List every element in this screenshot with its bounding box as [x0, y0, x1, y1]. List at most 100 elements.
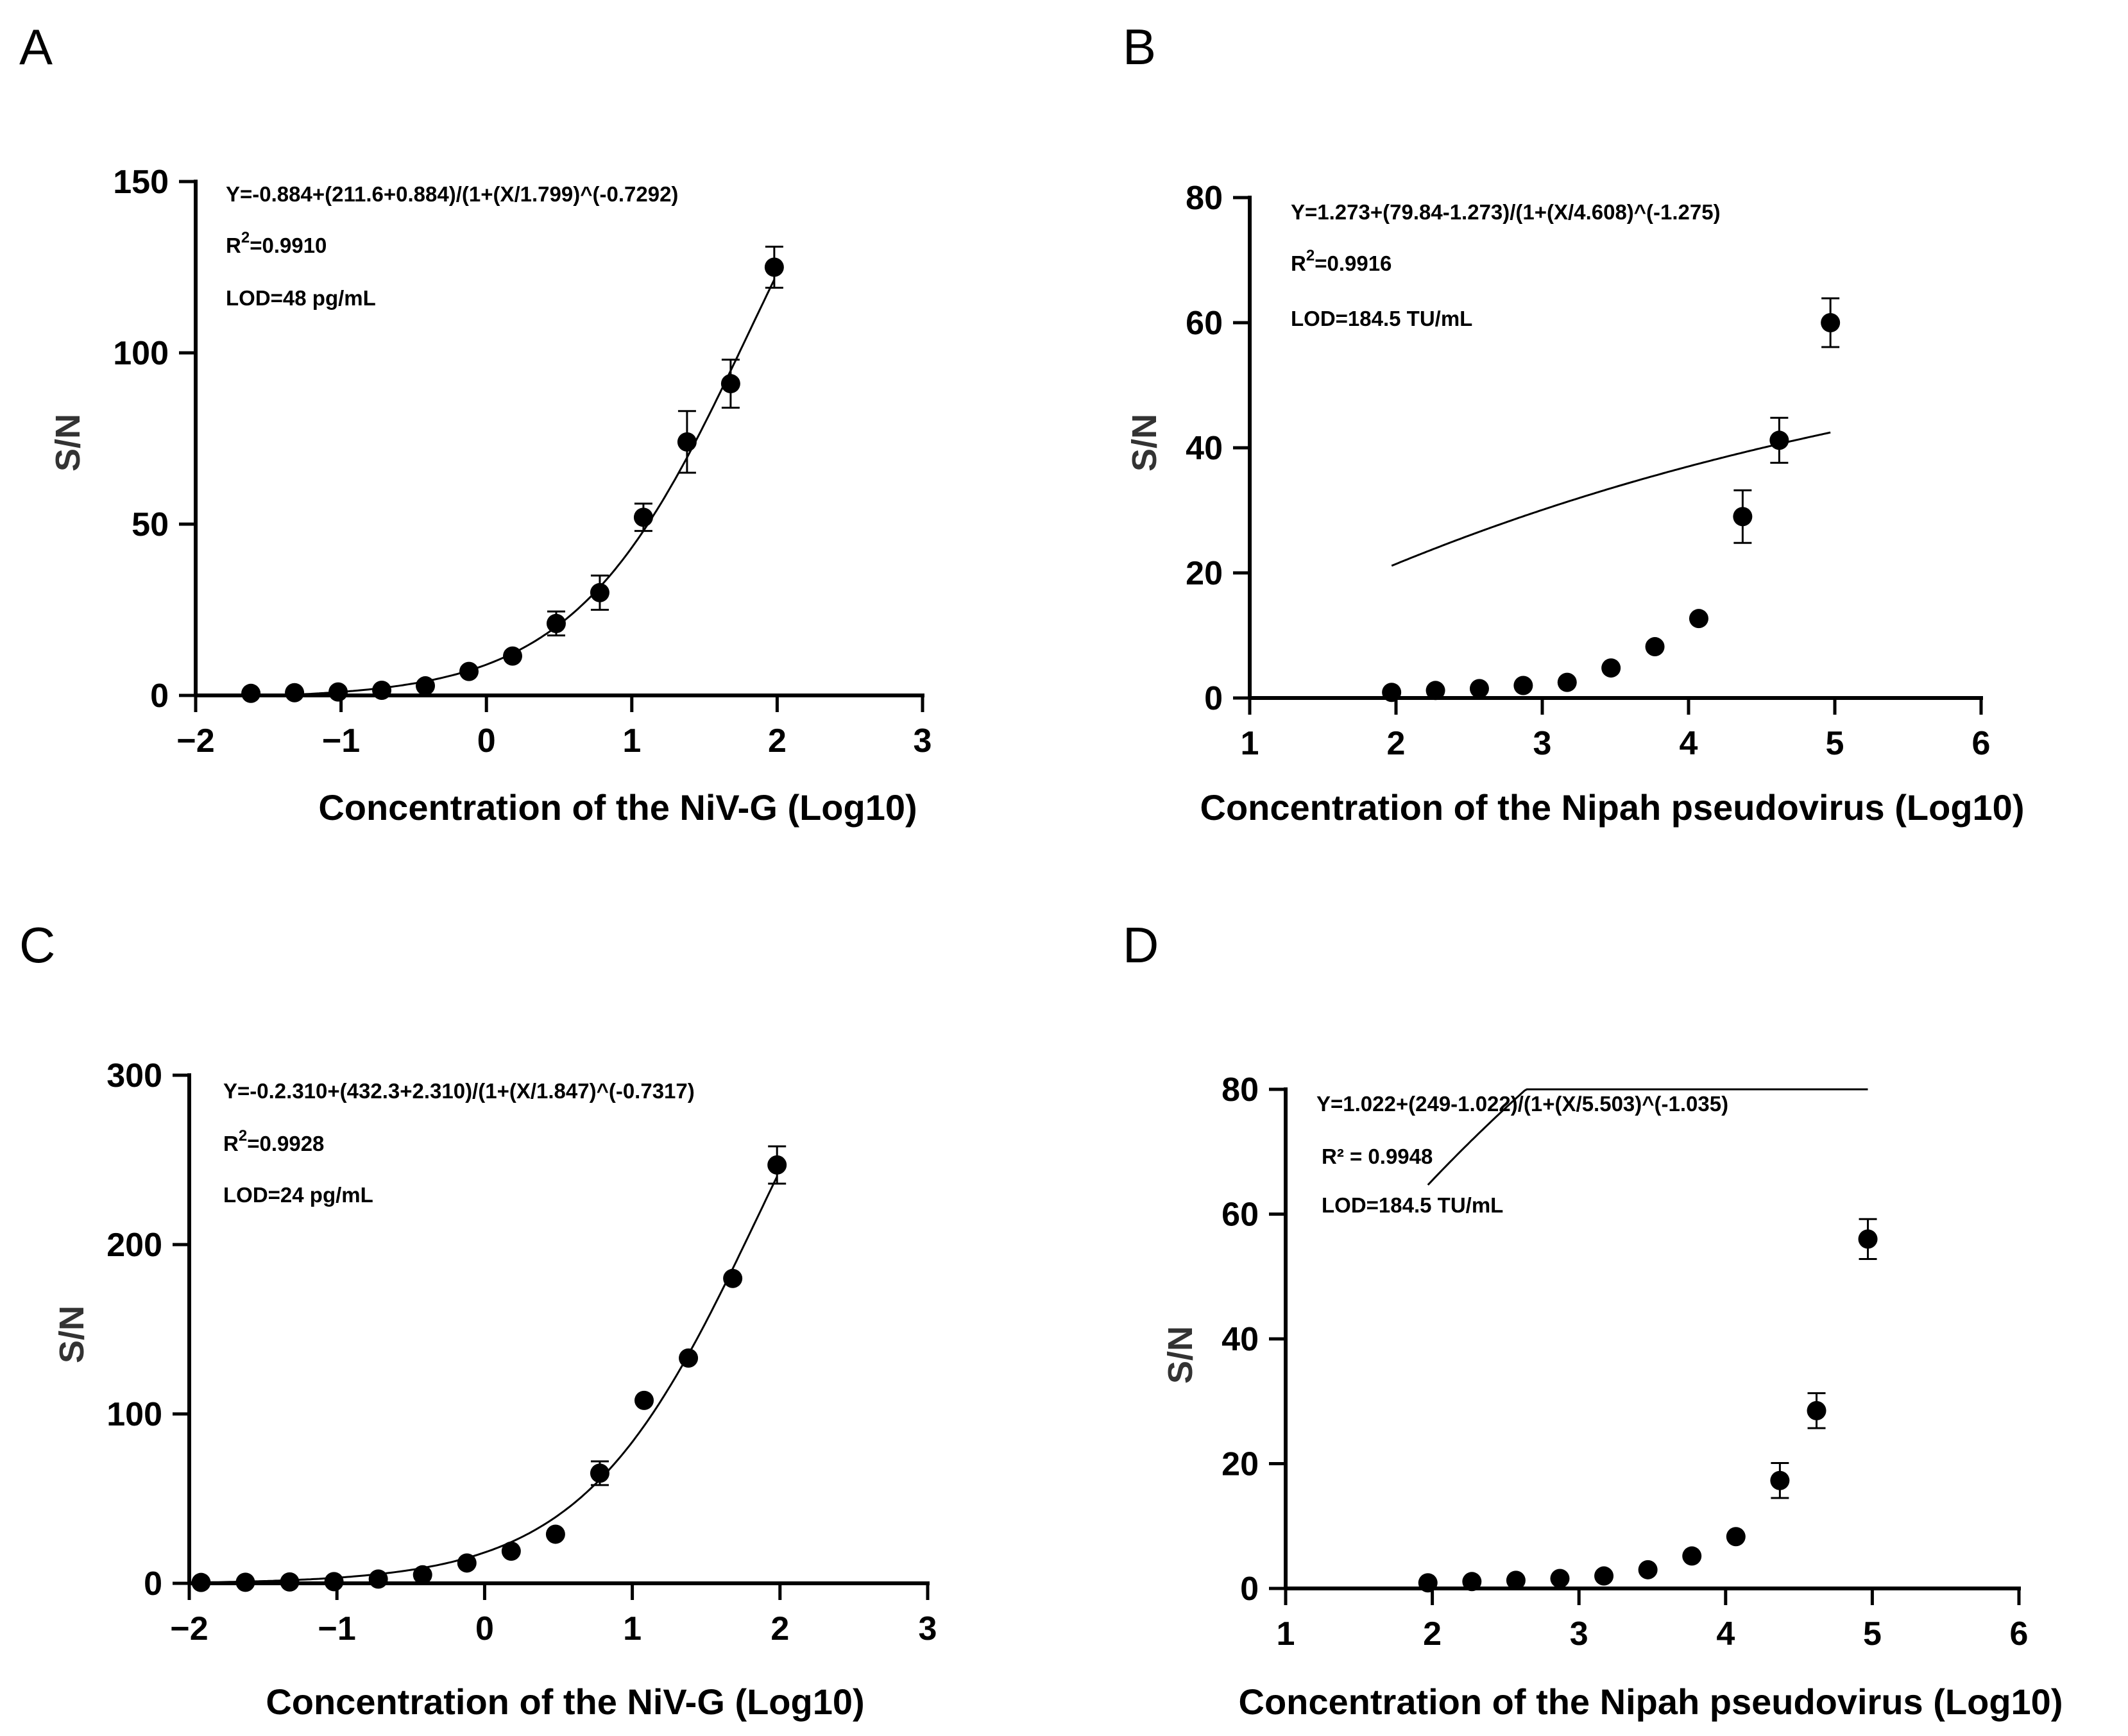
panel-b-data-point — [1513, 676, 1533, 695]
panel-b-x-tick-label: 4 — [1680, 725, 1698, 762]
panel-b-y-tick-label: 80 — [1186, 180, 1223, 217]
panel-c-fit-curve — [201, 1176, 778, 1584]
panel-a-r2-value: =0.9910 — [250, 234, 327, 257]
panel-a-fit-curve — [251, 279, 776, 697]
panel-a-data-point — [459, 661, 479, 681]
panel-c-data-point — [679, 1348, 699, 1368]
panel-b-r2: R2=0.9916 — [1291, 247, 1392, 275]
panel-a-data-point — [502, 646, 522, 666]
panel-b-data-point — [1426, 681, 1445, 701]
panel-d-r2: R² = 0.9948 — [1322, 1145, 1433, 1168]
panel-d-letter: D — [1123, 917, 1159, 973]
panel-c-x-tick-label: −2 — [170, 1610, 208, 1647]
panel-a-data-point — [633, 507, 653, 527]
panel-a-y-tick-label: 0 — [150, 677, 169, 715]
panel-d-data-point — [1638, 1560, 1658, 1579]
panel-b-x-tick-label: 5 — [1826, 725, 1844, 762]
panel-d-data-point — [1550, 1569, 1570, 1588]
panel-c-x-tick-label: −1 — [318, 1610, 356, 1647]
panel-b-data-point — [1645, 637, 1665, 657]
panel-d-y-tick-label: 80 — [1221, 1071, 1259, 1109]
panel-c-data-point — [457, 1553, 477, 1573]
panel-c-x-tick-label: 3 — [919, 1610, 937, 1647]
panel-c-data-point — [324, 1572, 344, 1592]
panel-b-y-tick-label: 20 — [1186, 555, 1223, 592]
panel-d-x-tick-label: 2 — [1423, 1615, 1442, 1653]
panel-c-y-tick-label: 100 — [106, 1396, 162, 1433]
panel-c-data-point — [723, 1268, 743, 1288]
panel-d-y-tick-label: 20 — [1221, 1446, 1259, 1483]
panel-c-plot: −2 −1 0 1 2 3 0 100 200 300 — [106, 1057, 937, 1647]
panel-a-data-point — [720, 374, 740, 394]
panel-a-x-tick-label: 3 — [914, 722, 932, 760]
panel-c-data-point — [545, 1524, 565, 1544]
panel-c: C −2 −1 0 1 2 3 0 100 200 300 Y=-0.2.310+(432.3+2… — [19, 917, 937, 1722]
panel-b-data-point — [1382, 683, 1402, 702]
panel-b-x-axis-title: Concentration of the Nipah pseudovirus (… — [1200, 787, 2025, 828]
panel-d-y-tick-label: 40 — [1221, 1321, 1259, 1358]
panel-c-y-tick-label: 300 — [106, 1057, 162, 1094]
panel-b-data-point — [1689, 609, 1708, 629]
panel-a-data-point — [241, 683, 261, 703]
panel-d-data-point — [1726, 1527, 1746, 1547]
panel-c-y-tick-label: 0 — [144, 1565, 162, 1603]
panel-d-x-tick-label: 6 — [2010, 1615, 2029, 1653]
panel-c-y-tick-label: 200 — [106, 1227, 162, 1264]
panel-a-y-tick-label: 100 — [113, 335, 169, 372]
panel-c-r2-r: R — [223, 1132, 239, 1155]
panel-c-data-point — [590, 1463, 609, 1483]
panel-c-x-tick-label: 0 — [475, 1610, 494, 1647]
panel-a-data-point — [764, 257, 784, 277]
panel-b-data-point — [1557, 672, 1577, 692]
panel-a-x-tick-label: 0 — [477, 722, 496, 760]
panel-a-x-tick-label: −2 — [176, 722, 214, 760]
panel-a-x-tick-label: 2 — [768, 722, 787, 760]
panel-a-r2: R2=0.9910 — [226, 229, 327, 257]
panel-a-y-tick-label: 50 — [132, 506, 169, 543]
panel-d-y-axis-title: S/N — [1161, 1326, 1200, 1384]
panel-d-x-axis-title: Concentration of the Nipah pseudovirus (… — [1239, 1681, 2063, 1722]
panel-c-r2: R2=0.9928 — [223, 1127, 324, 1155]
panel-d-data-point — [1682, 1546, 1702, 1566]
panel-c-data-point — [767, 1155, 787, 1175]
panel-a-y-axis-title: S/N — [49, 414, 87, 472]
panel-a-data-point — [416, 676, 436, 696]
panel-c-r2-sup: 2 — [239, 1127, 247, 1145]
panel-c-lod: LOD=24 pg/mL — [223, 1183, 373, 1207]
panel-d-data-point — [1506, 1570, 1526, 1590]
panel-c-data-point — [280, 1572, 300, 1592]
panel-c-data-point — [413, 1565, 432, 1585]
panel-d-equation: Y=1.022+(249-1.022)/(1+(X/5.503)^(-1.035… — [1316, 1092, 1728, 1116]
panel-d-data-point — [1418, 1573, 1438, 1593]
panel-a-x-tick-label: −1 — [322, 722, 360, 760]
panel-b-data-point — [1769, 430, 1789, 450]
panel-a-letter: A — [19, 19, 53, 75]
panel-a-y-tick-label: 150 — [113, 164, 169, 201]
panel-a: A −2 −1 0 1 2 3 0 50 100 150 Y=-0.884+(211.6+0.88… — [19, 19, 932, 828]
panel-a-data-point — [590, 583, 609, 602]
panel-a-lod: LOD=48 pg/mL — [226, 286, 376, 310]
panel-b-data-point — [1733, 507, 1753, 527]
panel-b-letter: B — [1123, 19, 1156, 75]
panel-c-y-axis-title: S/N — [53, 1306, 91, 1363]
panel-d-y-tick-label: 60 — [1221, 1196, 1259, 1234]
panel-b-y-tick-label: 0 — [1204, 680, 1223, 717]
panel-a-data-point — [328, 682, 348, 702]
panel-d-data-point — [1594, 1566, 1614, 1586]
panel-b-lod: LOD=184.5 TU/mL — [1291, 307, 1472, 330]
panel-b-r2-r: R — [1291, 251, 1306, 275]
panel-b-equation: Y=1.273+(79.84-1.273)/(1+(X/4.608)^(-1.2… — [1291, 200, 1721, 224]
panel-b-y-tick-label: 40 — [1186, 430, 1223, 467]
panel-d-x-tick-label: 1 — [1277, 1615, 1295, 1653]
panel-b-fit-curve — [1391, 431, 1831, 567]
panel-d-lod: LOD=184.5 TU/mL — [1322, 1193, 1503, 1217]
panel-d-fit-curve — [1427, 1088, 1868, 1186]
panel-a-equation: Y=-0.884+(211.6+0.884)/(1+(X/1.799)^(-0.… — [226, 182, 678, 206]
panel-d-x-tick-label: 5 — [1863, 1615, 1882, 1653]
panel-c-x-tick-label: 2 — [770, 1610, 789, 1647]
